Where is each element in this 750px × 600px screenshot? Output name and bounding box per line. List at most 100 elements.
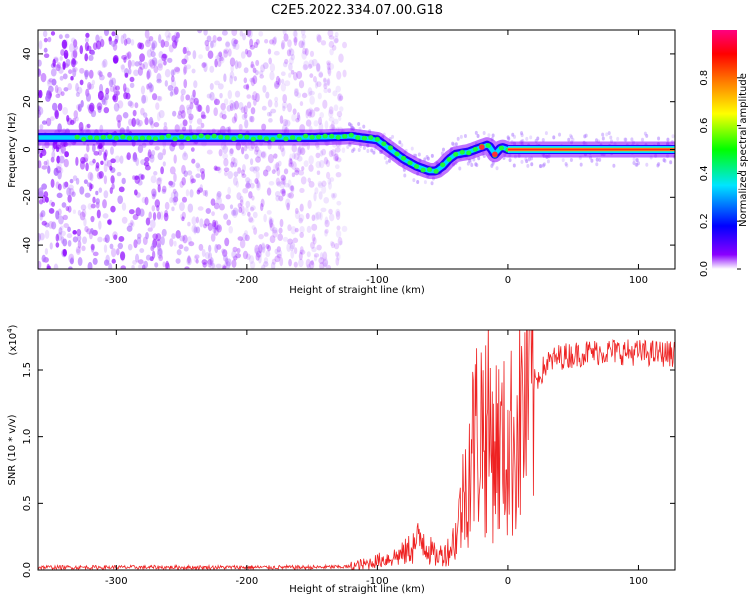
noise-speck xyxy=(338,115,342,121)
noise-speck xyxy=(143,161,150,167)
noise-speck xyxy=(293,36,298,43)
noise-speck xyxy=(189,174,194,185)
noise-speck xyxy=(157,247,163,256)
noise-speck xyxy=(183,64,188,74)
noise-speck xyxy=(83,217,87,227)
noise-speck xyxy=(330,192,335,198)
noise-speck xyxy=(130,38,135,46)
noise-speck xyxy=(335,251,340,258)
noise-speck xyxy=(271,169,276,175)
noise-speck xyxy=(77,257,83,266)
noise-speck xyxy=(191,216,197,226)
noise-speck xyxy=(403,173,407,178)
noise-speck xyxy=(173,172,177,183)
noise-speck xyxy=(97,70,102,76)
noise-speck xyxy=(56,155,61,164)
noise-speck xyxy=(154,199,161,208)
noise-speck xyxy=(187,236,192,245)
noise-speck xyxy=(570,135,574,140)
noise-speck xyxy=(179,181,184,188)
noise-speck xyxy=(71,191,76,197)
noise-speck xyxy=(298,80,305,89)
noise-speck xyxy=(275,194,280,202)
noise-speck xyxy=(495,166,499,171)
noise-speck xyxy=(276,253,282,259)
noise-speck xyxy=(309,50,315,57)
noise-speck xyxy=(214,220,219,230)
noise-speck xyxy=(317,92,322,100)
ridge-blob xyxy=(276,133,283,139)
noise-speck xyxy=(134,175,139,181)
noise-speck xyxy=(222,152,228,160)
noise-speck xyxy=(109,187,113,194)
noise-speck xyxy=(287,224,292,232)
noise-speck xyxy=(142,94,149,104)
noise-speck xyxy=(81,245,86,252)
noise-speck xyxy=(77,240,82,249)
noise-speck xyxy=(571,137,575,142)
noise-speck xyxy=(225,40,230,49)
noise-speck xyxy=(197,206,204,211)
noise-speck xyxy=(77,209,82,216)
noise-speck xyxy=(159,211,164,221)
noise-speck xyxy=(55,166,62,174)
noise-speck xyxy=(302,64,308,71)
noise-speck xyxy=(191,68,196,74)
noise-speck xyxy=(55,146,60,153)
noise-speck xyxy=(192,89,196,98)
noise-speck xyxy=(40,148,47,157)
ridge-blob xyxy=(224,135,230,140)
ridge-blob xyxy=(289,135,296,140)
snr-x-label: Height of straight line (km) xyxy=(289,584,425,595)
noise-speck xyxy=(54,109,59,118)
noise-speck xyxy=(277,144,282,150)
noise-speck xyxy=(137,259,144,265)
noise-speck xyxy=(241,173,247,179)
noise-speck xyxy=(180,94,185,102)
noise-speck xyxy=(63,52,69,59)
noise-speck xyxy=(51,102,58,111)
noise-speck xyxy=(109,165,113,171)
noise-speck xyxy=(255,252,260,261)
noise-speck xyxy=(193,225,197,235)
noise-speck xyxy=(87,82,92,90)
noise-speck xyxy=(193,226,198,234)
noise-speck xyxy=(73,45,79,51)
noise-speck xyxy=(239,30,244,37)
noise-speck xyxy=(53,167,59,176)
noise-speck xyxy=(311,223,318,231)
colorbar-tick-label: 0.0 xyxy=(699,261,710,277)
noise-speck xyxy=(291,113,297,122)
ridge-blob xyxy=(446,157,452,162)
noise-speck xyxy=(233,100,239,110)
noise-speck xyxy=(44,248,49,255)
noise-speck xyxy=(76,248,81,254)
noise-speck xyxy=(183,170,188,177)
noise-speck xyxy=(250,107,256,115)
noise-speck xyxy=(267,99,273,108)
noise-speck xyxy=(546,159,550,164)
noise-speck xyxy=(258,234,264,240)
noise-speck xyxy=(98,220,102,230)
noise-speck xyxy=(117,119,121,129)
noise-speck xyxy=(542,162,546,167)
noise-speck xyxy=(320,40,327,46)
noise-speck xyxy=(265,165,272,172)
noise-speck xyxy=(66,233,73,239)
y-tick-label: 1.5 xyxy=(22,362,33,378)
noise-speck xyxy=(129,82,135,89)
noise-speck xyxy=(71,50,78,60)
noise-speck xyxy=(305,258,311,268)
noise-speck xyxy=(217,83,224,90)
noise-speck xyxy=(296,155,303,162)
noise-speck xyxy=(87,261,93,269)
noise-speck xyxy=(162,261,166,268)
noise-speck xyxy=(212,225,217,234)
noise-speck xyxy=(195,100,199,109)
noise-speck xyxy=(261,242,266,250)
noise-speck xyxy=(196,189,201,195)
noise-speck xyxy=(243,105,248,115)
noise-speck xyxy=(236,192,242,201)
noise-speck xyxy=(254,146,260,153)
noise-speck xyxy=(76,234,82,242)
